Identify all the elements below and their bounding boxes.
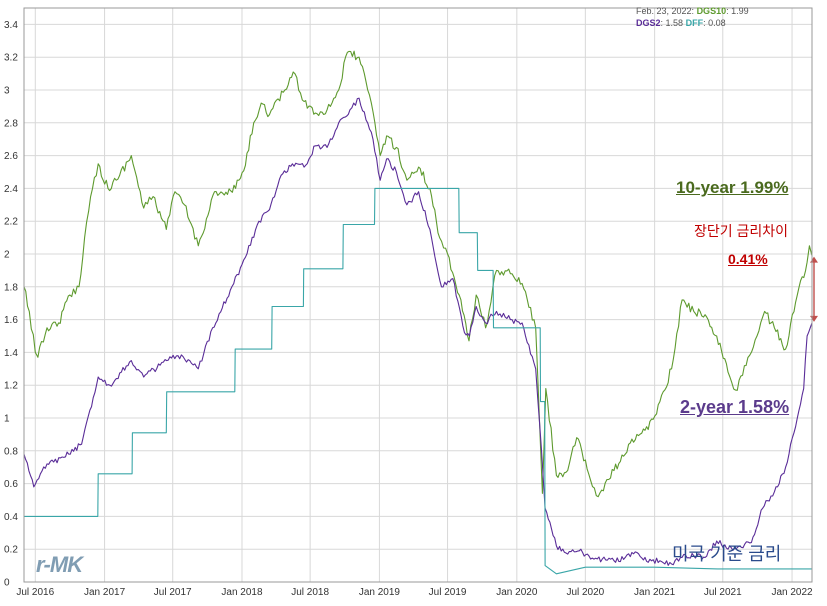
y-tick-label: 1.2: [4, 381, 18, 392]
legend-line-1: Feb. 23, 2022: DGS10: 1.99: [636, 6, 749, 16]
annotation-spread-title: 장단기 금리차이: [694, 223, 789, 239]
annotation-spread-value: 0.41%: [728, 251, 768, 267]
x-tick-label: Jan 2019: [359, 587, 401, 598]
y-tick-label: 0.8: [4, 446, 18, 457]
x-tick-label: Jan 2021: [634, 587, 676, 598]
y-tick-label: 0.4: [4, 512, 18, 523]
legend-line-2: DGS2: 1.58 DFF: 0.08: [636, 18, 726, 28]
annotation-10-year: 10-year 1.99%: [676, 178, 789, 197]
y-tick-label: 3: [4, 86, 10, 97]
spread-arrow-head-bottom: [810, 315, 818, 322]
series-line-dff: [24, 187, 812, 575]
y-tick-label: 1.8: [4, 282, 18, 293]
y-tick-label: 2.8: [4, 118, 18, 129]
spread-arrow: [810, 256, 818, 322]
legend-dgs10-value: 1.99: [731, 6, 749, 16]
rmk-logo: r-MK: [36, 552, 83, 577]
legend-dgs2-value: 1.58: [665, 18, 684, 28]
legend-dff-value: 0.08: [708, 18, 726, 28]
x-tick-label: Jul 2016: [16, 587, 54, 598]
series-line-dgs2: [23, 97, 813, 566]
y-tick-label: 3.4: [4, 20, 18, 31]
x-tick-label: Jul 2018: [291, 587, 329, 598]
x-tick-label: Jan 2017: [84, 587, 126, 598]
x-tick-label: Jul 2020: [566, 587, 604, 598]
x-tick-label: Jan 2018: [221, 587, 263, 598]
chart-grid: [24, 8, 812, 583]
y-tick-label: 2.6: [4, 151, 18, 162]
y-tick-label: 1: [4, 414, 10, 425]
plot-border: [23, 7, 813, 583]
y-tick-label: 1.4: [4, 348, 18, 359]
x-tick-label: Jan 2022: [771, 587, 813, 598]
y-tick-label: 2.2: [4, 217, 18, 228]
y-tick-label: 1.6: [4, 315, 18, 326]
y-axis-labels: 0 0.2 0.4 0.6 0.8 1 1.2 1.4 1.6 1.8 2 2.2 2.4 2.6 2.8 3…: [4, 20, 18, 589]
x-tick-label: Jan 2020: [496, 587, 538, 598]
annotation-fed-rate: 미국 기준 금리: [672, 544, 782, 564]
y-tick-label: 3.2: [4, 53, 18, 64]
y-tick-label: 0.6: [4, 479, 18, 490]
y-tick-label: 0: [4, 578, 10, 589]
legend-dff-label: DFF: [685, 18, 704, 28]
legend-dgs2-label: DGS2: [636, 18, 661, 28]
y-tick-label: 2.4: [4, 184, 18, 195]
x-tick-label: Jul 2019: [429, 587, 467, 598]
x-axis-labels: Jul 2016 Jan 2017 Jul 2017 Jan 2018 Jul 2018…: [16, 587, 813, 598]
series-line-dgs10: [23, 50, 813, 498]
y-tick-label: 2: [4, 250, 10, 261]
chart-series: [23, 50, 813, 575]
x-tick-label: Jul 2021: [704, 587, 742, 598]
legend-dgs10-label: DGS10: [696, 6, 727, 16]
y-tick-label: 0.2: [4, 545, 18, 556]
annotation-2-year: 2-year 1.58%: [680, 397, 790, 417]
spread-arrow-head-top: [810, 256, 818, 263]
legend-date: Feb. 23, 2022:: [636, 6, 695, 16]
x-tick-label: Jul 2017: [154, 587, 192, 598]
